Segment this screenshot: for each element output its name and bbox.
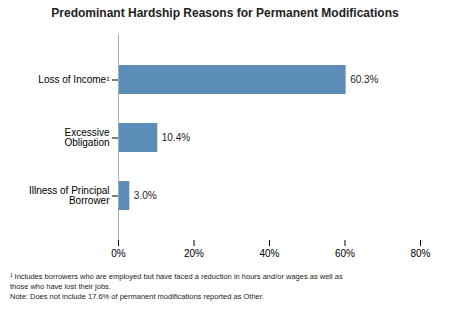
svg-text:10.4%: 10.4% bbox=[162, 132, 190, 143]
html-text:Note: Does not include 17.6% o: Note: Does not include 17.6% of permanen… bbox=[10, 292, 264, 301]
html-text:those who have lost their jobs: those who have lost their jobs. bbox=[10, 282, 111, 291]
html-text:Predominant Hardship Reasons f: Predominant Hardship Reasons for Permane… bbox=[51, 6, 399, 20]
svg-text:Illness of PrincipalBorrower: Illness of PrincipalBorrower bbox=[29, 185, 110, 206]
svg-text:ExcessiveObligation: ExcessiveObligation bbox=[64, 127, 109, 148]
svg-text:60.3%: 60.3% bbox=[350, 74, 378, 85]
svg-text:20%: 20% bbox=[184, 248, 204, 259]
svg-text:40%: 40% bbox=[259, 248, 279, 259]
svg-text:3.0%: 3.0% bbox=[134, 190, 157, 201]
svg-text:0%: 0% bbox=[111, 248, 126, 259]
svg-text:Loss of Income¹: Loss of Income¹ bbox=[38, 74, 110, 85]
svg-text:60%: 60% bbox=[335, 248, 355, 259]
svg-text:80%: 80% bbox=[410, 248, 430, 259]
html-text:¹ Includes borrowers who are e: ¹ Includes borrowers who are employed bu… bbox=[10, 272, 343, 281]
